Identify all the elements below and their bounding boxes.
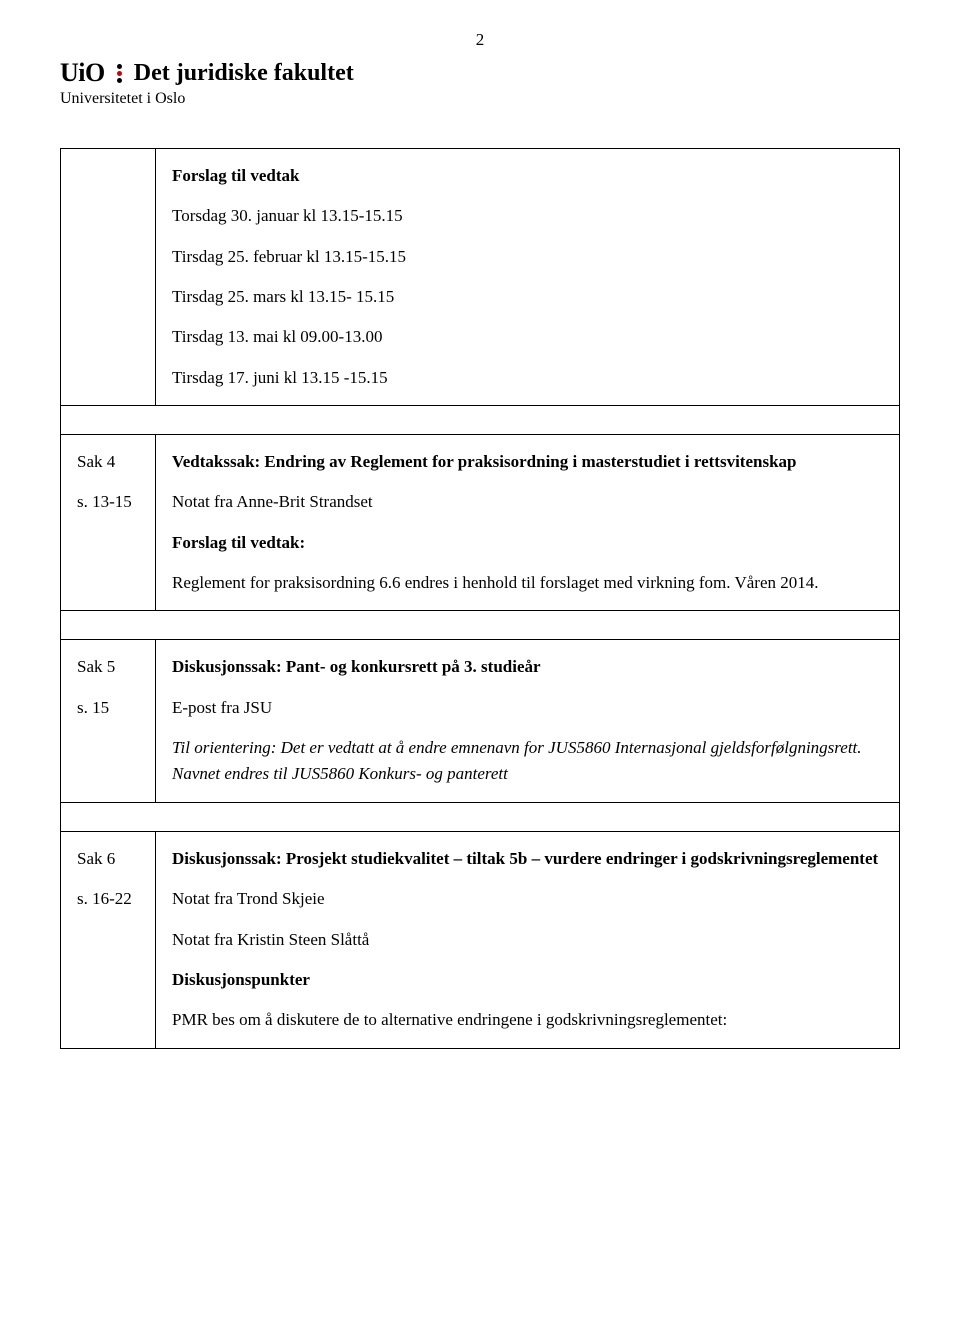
spacer-row: [61, 611, 900, 640]
content-cell: Vedtakssak: Endring av Reglement for pra…: [156, 435, 900, 611]
table-row: Sak 5 s. 15 Diskusjonssak: Pant- og konk…: [61, 640, 900, 802]
logo-dots-icon: [117, 64, 122, 83]
content-cell: Diskusjonssak: Pant- og konkursrett på 3…: [156, 640, 900, 802]
uio-logo-text: UiO: [60, 58, 105, 88]
university-name: Universitetet i Oslo: [60, 90, 900, 108]
sak-left-cell: Sak 4 s. 13-15: [61, 435, 156, 611]
content-cell: Forslag til vedtak Torsdag 30. januar kl…: [156, 149, 900, 406]
proposal-text: Reglement for praksisordning 6.6 endres …: [172, 570, 883, 596]
sak-note: E-post fra JSU: [172, 695, 883, 721]
proposal-label: Forslag til vedtak:: [172, 530, 883, 556]
sak-left-cell: Sak 5 s. 15: [61, 640, 156, 802]
sak-title: Diskusjonssak: Prosjekt studiekvalitet –…: [172, 846, 883, 872]
sak-pages: s. 13-15: [77, 489, 139, 515]
sak-number: Sak 4: [77, 449, 139, 475]
left-cell-empty: [61, 149, 156, 406]
sak-title: Diskusjonssak: Pant- og konkursrett på 3…: [172, 654, 883, 680]
discussion-label: Diskusjonspunkter: [172, 967, 883, 993]
content-cell: Diskusjonssak: Prosjekt studiekvalitet –…: [156, 831, 900, 1048]
sak-note: Notat fra Anne-Brit Strandset: [172, 489, 883, 515]
date-line: Tirsdag 17. juni kl 13.15 -15.15: [172, 365, 883, 391]
faculty-name: Det juridiske fakultet: [134, 60, 354, 87]
sak-note: Notat fra Kristin Steen Slåttå: [172, 927, 883, 953]
table-row: Sak 6 s. 16-22 Diskusjonssak: Prosjekt s…: [61, 831, 900, 1048]
sak-note: Notat fra Trond Skjeie: [172, 886, 883, 912]
sak-number: Sak 5: [77, 654, 139, 680]
page-number: 2: [60, 30, 900, 50]
spacer-cell: [61, 611, 900, 640]
spacer-row: [61, 802, 900, 831]
spacer-cell: [61, 406, 900, 435]
date-line: Tirsdag 13. mai kl 09.00-13.00: [172, 324, 883, 350]
sak-left-cell: Sak 6 s. 16-22: [61, 831, 156, 1048]
agenda-table: Forslag til vedtak Torsdag 30. januar kl…: [60, 148, 900, 1049]
sak-title: Vedtakssak: Endring av Reglement for pra…: [172, 449, 883, 475]
discussion-text: PMR bes om å diskutere de to alternative…: [172, 1007, 883, 1033]
date-line: Torsdag 30. januar kl 13.15-15.15: [172, 203, 883, 229]
sak-italic-note: Til orientering: Det er vedtatt at å end…: [172, 735, 883, 788]
table-row: Forslag til vedtak Torsdag 30. januar kl…: [61, 149, 900, 406]
page-container: 2 UiO Det juridiske fakultet Universitet…: [0, 0, 960, 1089]
spacer-row: [61, 406, 900, 435]
date-line: Tirsdag 25. februar kl 13.15-15.15: [172, 244, 883, 270]
sak-number: Sak 6: [77, 846, 139, 872]
spacer-cell: [61, 802, 900, 831]
sak-pages: s. 15: [77, 695, 139, 721]
logo-row: UiO Det juridiske fakultet: [60, 58, 900, 88]
proposal-heading: Forslag til vedtak: [172, 163, 883, 189]
table-row: Sak 4 s. 13-15 Vedtakssak: Endring av Re…: [61, 435, 900, 611]
document-header: UiO Det juridiske fakultet Universitetet…: [60, 58, 900, 108]
date-line: Tirsdag 25. mars kl 13.15- 15.15: [172, 284, 883, 310]
sak-pages: s. 16-22: [77, 886, 139, 912]
